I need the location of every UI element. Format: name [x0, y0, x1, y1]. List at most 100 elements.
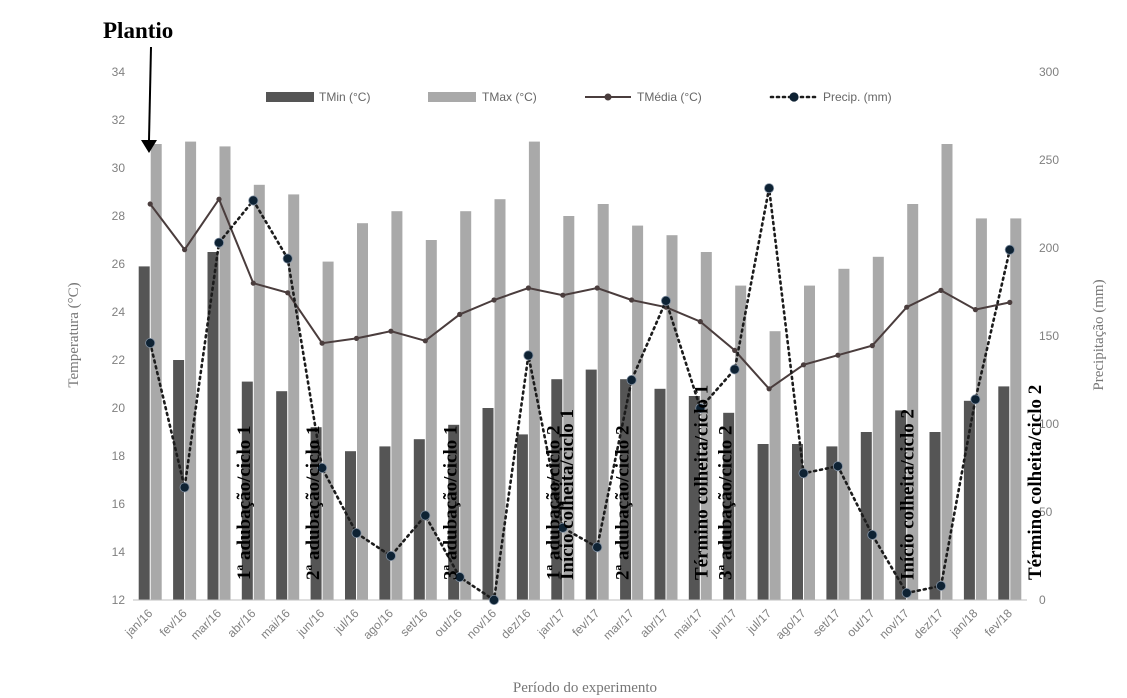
y-tick-label: 20: [112, 401, 126, 415]
point-tmedia: [938, 287, 944, 293]
x-tick-label: abr/16: [224, 606, 258, 640]
x-tick-label: set/16: [397, 606, 430, 639]
annotation-label: Término colheita/ciclo 1: [691, 385, 712, 580]
x-tick-label: jan/17: [534, 606, 568, 640]
x-tick-label: mar/16: [188, 606, 225, 643]
bar-tmax: [219, 146, 231, 600]
point-tmedia: [972, 307, 979, 313]
point-precip: [213, 237, 224, 248]
bar-tmax: [907, 204, 919, 600]
point-precip: [626, 374, 637, 385]
legend-swatch-tmax: [428, 92, 476, 102]
legend-label-tmedia: TMédia (°C): [637, 90, 702, 104]
bar-tmax: [494, 199, 506, 600]
y-tick-label: 30: [112, 161, 126, 175]
legend-label-tmin: TMin (°C): [319, 90, 370, 104]
point-tmedia: [182, 247, 188, 253]
bar-tmax: [322, 261, 334, 600]
y2-tick-label: 100: [1039, 417, 1059, 431]
point-precip: [488, 595, 499, 606]
point-precip: [351, 528, 362, 539]
point-precip: [145, 337, 156, 348]
point-tmedia: [353, 335, 360, 341]
bar-tmin: [138, 266, 150, 600]
x-tick-label: jan/18: [947, 606, 981, 640]
annotation-label: 3ª adubação/ciclo 1: [440, 425, 461, 580]
point-precip: [798, 468, 809, 479]
bar-tmin: [792, 444, 803, 600]
bar-tmin: [241, 381, 253, 600]
legend-label-precip: Precip. (mm): [823, 90, 892, 104]
point-precip: [661, 295, 672, 306]
point-precip: [936, 580, 947, 591]
x-axis-title: Período do experimento: [513, 680, 657, 696]
y2-axis-title: Precipitação (mm): [1091, 279, 1107, 390]
x-tick-label: mar/17: [600, 606, 637, 643]
x-tick-label: fev/16: [157, 606, 190, 639]
annotation-label: Término colheita/ciclo 2: [1025, 385, 1046, 580]
x-tick-label: jun/17: [706, 606, 740, 640]
y2-tick-label: 200: [1039, 241, 1059, 255]
bar-tmax: [632, 225, 644, 600]
point-tmedia: [525, 285, 532, 291]
bar-tmin: [448, 424, 460, 600]
bar-tmin: [998, 386, 1010, 600]
point-tmedia: [697, 319, 703, 325]
bar-tmax: [666, 235, 678, 600]
bar-tmax: [185, 141, 197, 600]
bar-tmin: [929, 432, 941, 600]
point-tmedia: [285, 290, 291, 296]
y-tick-label: 26: [112, 257, 126, 271]
y2-tick-label: 50: [1039, 505, 1053, 519]
point-precip: [179, 482, 190, 493]
point-precip: [729, 364, 740, 375]
bar-tmin: [620, 379, 632, 600]
x-tick-label: nov/17: [876, 606, 912, 642]
point-tmedia: [629, 297, 635, 303]
bar-tmax: [1010, 218, 1022, 600]
point-precip: [248, 195, 259, 206]
point-precip: [832, 461, 843, 472]
point-precip: [557, 522, 568, 533]
x-tick-label: ago/16: [360, 606, 396, 642]
x-tick-label: jun/16: [293, 606, 327, 640]
point-precip: [970, 394, 981, 405]
bar-tmin: [173, 360, 185, 600]
point-tmedia: [869, 343, 875, 349]
point-tmedia: [594, 285, 600, 291]
point-precip: [385, 551, 396, 562]
y-tick-label: 14: [112, 545, 126, 559]
point-tmedia: [835, 352, 841, 358]
point-precip: [764, 183, 775, 194]
point-tmedia: [250, 280, 256, 286]
bar-tmax: [700, 252, 712, 600]
x-tick-label: fev/18: [982, 606, 1015, 639]
annotation-label: 3ª adubação/ciclo 2: [715, 425, 736, 580]
y-tick-label: 28: [112, 209, 126, 223]
bar-tmin: [963, 400, 975, 600]
point-precip: [695, 403, 706, 414]
point-tmedia: [1007, 299, 1013, 305]
bar-tmin: [895, 410, 907, 600]
annotation-label: 2ª adubação/ciclo 2: [612, 425, 633, 580]
point-precip: [901, 588, 912, 599]
bar-tmin: [207, 252, 219, 600]
x-tick-label: jan/16: [122, 606, 156, 640]
legend-marker-tmedia: [604, 93, 612, 101]
bar-tmax: [735, 285, 747, 600]
bar-tmin: [688, 396, 700, 600]
point-tmedia: [800, 362, 807, 368]
y-tick-label: 22: [112, 353, 126, 367]
point-precip: [454, 572, 465, 583]
annotation-label: Início colheita/ciclo 1: [557, 409, 578, 580]
point-precip: [867, 529, 878, 540]
point-tmedia: [457, 311, 463, 317]
point-precip: [282, 253, 293, 264]
bar-tmax: [391, 211, 403, 600]
bar-tmin: [723, 412, 735, 600]
bar-tmax: [804, 285, 815, 600]
y2-tick-label: 300: [1039, 65, 1059, 79]
series-line-tmedia: [149, 197, 1011, 391]
x-tick-label: dez/17: [911, 606, 947, 642]
y2-tick-label: 0: [1039, 593, 1046, 607]
